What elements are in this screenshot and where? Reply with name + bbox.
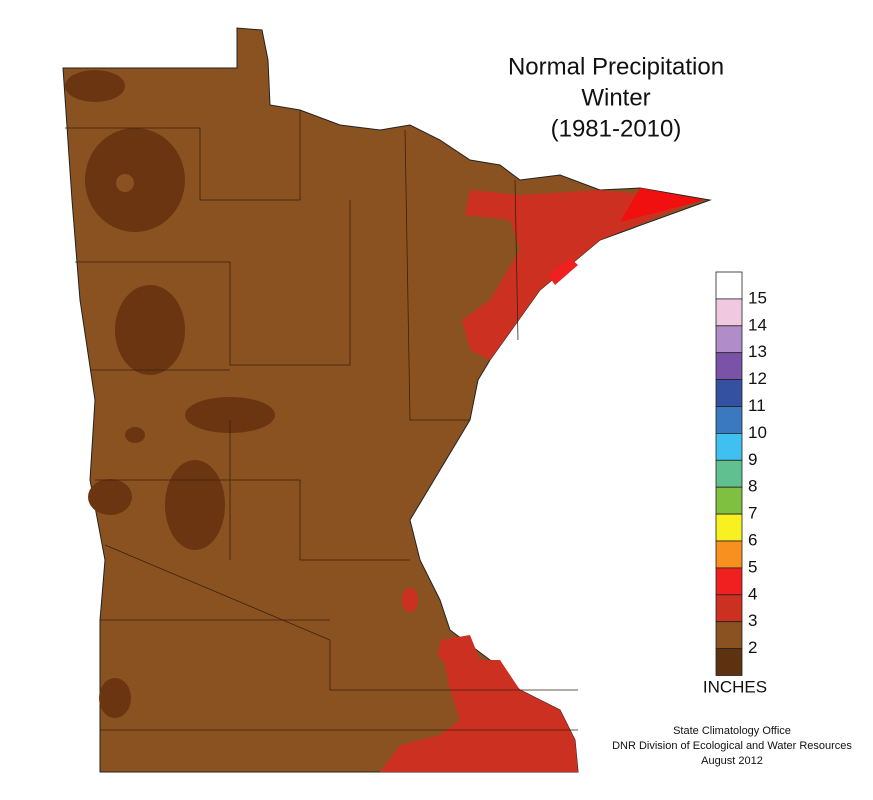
legend-swatch [715,379,743,407]
legend-swatch [715,540,743,569]
title-line: Normal Precipitation [508,53,724,80]
wettest-area [620,188,705,222]
wet-areas [380,190,700,772]
legend-label: 15 [748,288,767,307]
legend-label: 10 [748,423,767,442]
legend-swatch [715,486,743,515]
legend-swatch [715,567,743,596]
legend-label: 14 [748,315,767,334]
title: Normal Precipitation Winter (1981-2010) [508,53,724,142]
county-lines [65,110,578,731]
legend-label: 11 [748,396,766,415]
title-line: Winter [581,84,650,111]
legend-label: 12 [748,369,767,388]
credit-line: DNR Division of Ecological and Water Res… [612,740,852,752]
legend-swatch [715,621,743,650]
title-line: (1981-2010) [551,115,682,142]
legend-swatch [715,325,743,354]
legend-label: 9 [748,450,757,469]
dry-areas [65,70,275,718]
legend-label: 3 [748,611,757,630]
wet-pocket [116,174,134,192]
credit-line: State Climatology Office [673,725,791,737]
credit-line: August 2012 [701,755,763,767]
legend-swatch [715,298,743,327]
wettest-area [548,258,578,285]
legend-label: 6 [748,530,757,549]
legend-units: INCHES [703,677,767,696]
legend-swatch [715,271,743,300]
legend-swatch [715,352,743,381]
legend-label: 2 [748,638,757,657]
legend-swatch [715,432,743,461]
legend-label: 8 [748,477,757,496]
legend-swatch [715,406,743,434]
legend-swatch [715,513,743,542]
legend-swatch [715,594,743,623]
legend-label: 7 [748,504,757,523]
legend-swatch [715,648,743,676]
state-map [62,27,712,773]
legend-label: 5 [748,557,757,576]
legend-swatch [715,459,743,488]
legend-label: 13 [748,342,767,361]
credits: State Climatology Office DNR Division of … [612,725,852,767]
legend-label: 4 [748,584,757,603]
legend: 15 14 13 12 11 10 9 8 7 6 5 4 3 2 [715,271,767,676]
